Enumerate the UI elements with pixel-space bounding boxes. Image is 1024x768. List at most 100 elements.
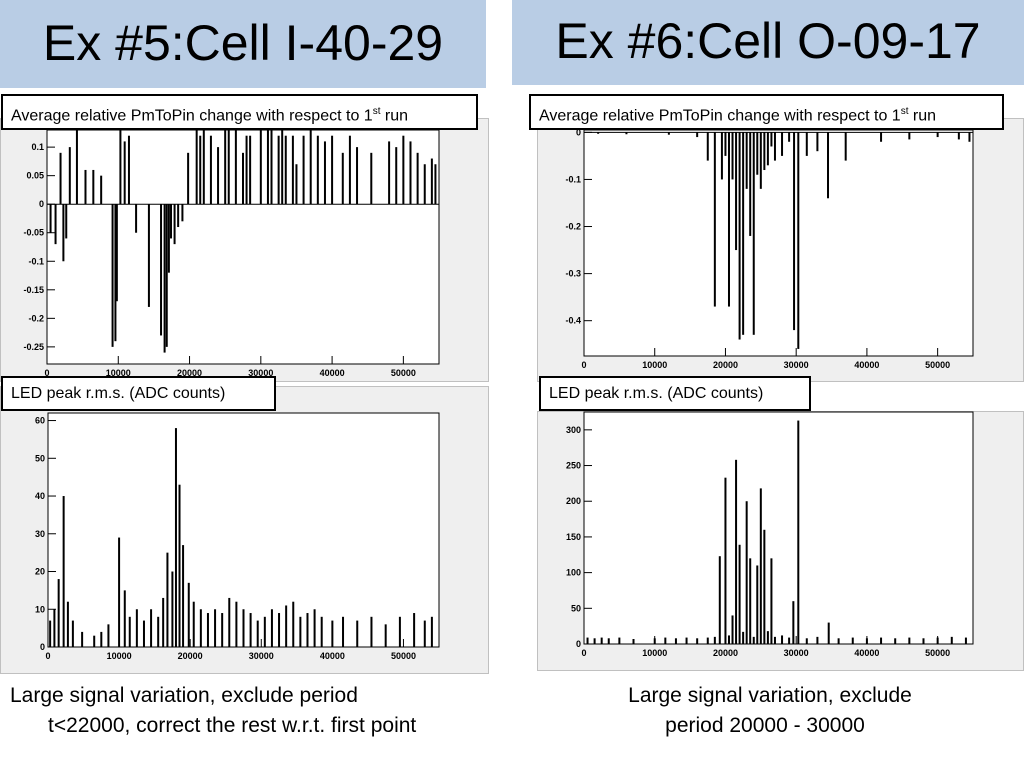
bar	[766, 631, 769, 644]
bar	[797, 420, 800, 644]
bar	[292, 601, 295, 647]
bar	[770, 132, 773, 147]
bar	[618, 637, 621, 644]
plot-area	[583, 411, 974, 645]
bar	[763, 132, 766, 171]
bar	[922, 638, 925, 644]
x-tick-label: 20000	[713, 360, 738, 370]
bar	[291, 135, 294, 205]
bar	[706, 132, 709, 161]
bar	[209, 135, 212, 205]
bar	[724, 477, 727, 644]
bar	[731, 615, 734, 644]
bar	[742, 631, 745, 644]
bar	[114, 204, 117, 342]
bar	[402, 135, 405, 205]
bar	[968, 132, 971, 142]
y-tick-label: 0.05	[26, 171, 44, 181]
y-tick-label: 10	[35, 604, 45, 614]
y-tick-label: -0.25	[23, 342, 44, 352]
bar	[306, 613, 309, 647]
bar	[285, 605, 288, 647]
bar	[234, 124, 237, 205]
x-tick-label: 20000	[177, 368, 202, 378]
y-tick-label: 0	[40, 642, 45, 652]
bar	[625, 132, 628, 135]
caption-right: Large signal variation, exclude period 2…	[520, 681, 1020, 741]
bar	[295, 164, 298, 205]
bar	[423, 164, 426, 205]
bar	[320, 616, 323, 647]
bar	[851, 637, 854, 644]
x-tick-label: 30000	[784, 648, 809, 658]
label-led-rms-right-text: LED peak r.m.s. (ADC counts)	[549, 385, 764, 402]
bar	[57, 579, 60, 647]
bar	[278, 613, 281, 647]
y-tick-label: -0.3	[565, 269, 581, 279]
bar	[323, 141, 326, 205]
bar	[781, 635, 784, 644]
bar	[165, 204, 168, 347]
caption-right-line2: period 20000 - 30000	[665, 714, 865, 737]
bar	[249, 135, 252, 205]
bar	[816, 132, 819, 152]
bar	[177, 204, 180, 228]
bar	[242, 152, 244, 205]
bar	[270, 609, 273, 647]
bar	[727, 132, 730, 307]
y-tick-label: 150	[566, 532, 581, 542]
plot-area	[583, 129, 974, 357]
bar	[370, 616, 373, 647]
bar	[793, 132, 796, 331]
y-tick-label: 40	[35, 491, 45, 501]
bar	[84, 169, 87, 205]
x-tick-label: 40000	[854, 648, 879, 658]
bar	[827, 132, 830, 199]
bar	[816, 636, 819, 644]
bar	[664, 637, 667, 644]
bar	[92, 169, 95, 205]
bar	[235, 601, 238, 647]
bar	[745, 132, 748, 189]
bar	[356, 620, 359, 647]
bar	[696, 638, 699, 644]
bar	[792, 601, 795, 644]
bar	[752, 636, 755, 644]
plot-area	[47, 412, 440, 648]
bar	[100, 631, 103, 647]
bar	[62, 204, 65, 262]
y-tick-label: 0.1	[31, 142, 44, 152]
caption-left: Large signal variation, exclude period t…	[10, 681, 490, 741]
y-tick-label: 200	[566, 496, 581, 506]
x-tick-label: 30000	[248, 368, 273, 378]
bar	[607, 638, 610, 644]
bar	[756, 132, 759, 175]
bar	[749, 558, 752, 644]
caption-left-line2: t<22000, correct the rest w.r.t. first p…	[48, 714, 417, 737]
bar	[199, 135, 202, 205]
bar	[632, 639, 635, 644]
bar	[277, 135, 280, 205]
chart-led-rms-cell-i-40-29: 0 10 20 30 40 50 60 0 10000 20000 30000 40000 50000	[35, 412, 440, 661]
bar	[281, 130, 284, 205]
bar	[805, 132, 808, 156]
x-tick-label: 50000	[925, 648, 950, 658]
bar	[71, 620, 74, 647]
bar	[398, 616, 401, 647]
bar	[65, 204, 68, 239]
y-tick-label: -0.05	[23, 228, 44, 238]
x-tick-label: 10000	[106, 368, 131, 378]
bar	[745, 501, 748, 644]
bar	[93, 635, 96, 647]
chart-led-rms-cell-o-09-17: 0 50 100 150 200 250 300 0 10000 20000 30000 40000 5…	[566, 411, 974, 658]
bar	[880, 637, 883, 644]
bar	[68, 147, 71, 205]
bar	[181, 204, 184, 222]
bar	[54, 204, 57, 245]
bar	[416, 152, 419, 205]
bar	[142, 620, 145, 647]
bar	[423, 620, 426, 647]
bar	[224, 124, 227, 205]
bar	[75, 124, 78, 205]
bar	[908, 637, 911, 644]
